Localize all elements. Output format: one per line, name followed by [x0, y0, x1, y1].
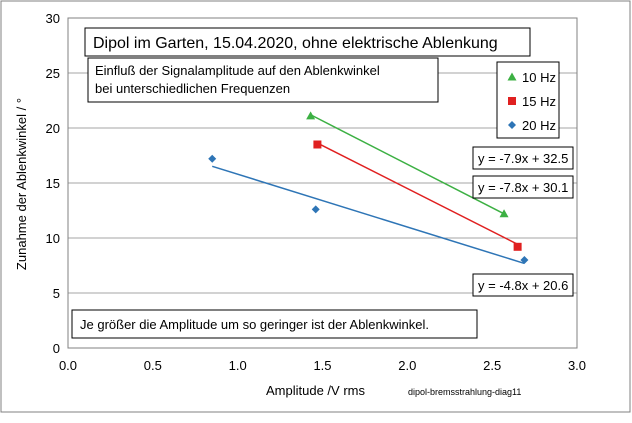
y-tick-label: 5 [53, 286, 60, 301]
x-tick-label: 0.0 [59, 358, 77, 373]
trendline-20-hz [211, 165, 525, 265]
x-tick-label: 1.5 [313, 358, 331, 373]
y-tick-label: 30 [46, 11, 60, 26]
x-tick-label: 3.0 [568, 358, 586, 373]
y-axis-label: Zunahme der Ablenkwinkel / ° [14, 98, 29, 270]
subtitle-box [87, 57, 439, 103]
x-tick-label: 1.0 [229, 358, 247, 373]
x-axis-label: Amplitude /V rms [266, 383, 365, 398]
subtitle-line-2: bei unterschiedlichen Frequenzen [95, 81, 290, 96]
data-point-10-hz [499, 209, 509, 218]
legend-marker-20-hz [508, 121, 516, 129]
legend-marker-15-hz [508, 97, 516, 105]
data-points [208, 111, 529, 264]
y-tick-label: 20 [46, 121, 60, 136]
trendline-10-hz [310, 114, 505, 215]
equation-15-hz: y = -7.8x + 30.1 [478, 180, 568, 195]
legend-box [496, 61, 560, 139]
equation-box-10-hz [472, 146, 574, 170]
plot-area [67, 17, 578, 349]
x-tick-label: 2.5 [483, 358, 501, 373]
data-point-20-hz [311, 205, 320, 214]
data-point-20-hz [208, 154, 217, 163]
data-point-15-hz [313, 140, 322, 149]
legend-label-10-hz: 10 Hz [522, 70, 556, 85]
equation-box-15-hz [472, 175, 574, 199]
equation-box-20-hz [472, 273, 574, 297]
legend: 10 Hz 15 Hz 20 Hz [507, 70, 556, 133]
footnote: dipol-bremsstrahlung-diag11 [408, 387, 521, 397]
legend-marker-10-hz [507, 72, 517, 81]
tick-labels: 0 5 10 15 20 25 30 0.0 0.5 1.0 1.5 2.0 2.5 3.0 [46, 11, 587, 373]
annotation-box [71, 309, 478, 339]
legend-label-15-hz: 15 Hz [522, 94, 556, 109]
legend-label-20-hz: 20 Hz [522, 118, 556, 133]
data-point-10-hz [306, 111, 316, 120]
y-tick-label: 0 [53, 341, 60, 356]
annotation-text: Je größer die Amplitude um so geringer i… [80, 317, 429, 332]
x-tick-label: 0.5 [144, 358, 162, 373]
data-point-20-hz [520, 256, 529, 264]
title-box [84, 27, 531, 57]
trendlines [211, 114, 525, 265]
data-point-15-hz [513, 242, 522, 251]
y-tick-label: 15 [46, 176, 60, 191]
equation-10-hz: y = -7.9x + 32.5 [478, 151, 568, 166]
y-tick-label: 10 [46, 231, 60, 246]
trendline-15-hz [317, 142, 518, 245]
subtitle-line-1: Einfluß der Signalamplitude auf den Able… [95, 63, 380, 78]
equation-20-hz: y = -4.8x + 20.6 [478, 278, 568, 293]
y-tick-label: 25 [46, 66, 60, 81]
x-tick-label: 2.0 [398, 358, 416, 373]
chart-title: Dipol im Garten, 15.04.2020, ohne elektr… [93, 35, 498, 52]
trendline-equations: y = -7.9x + 32.5 y = -7.8x + 30.1 y = -4.8… [472, 146, 574, 297]
